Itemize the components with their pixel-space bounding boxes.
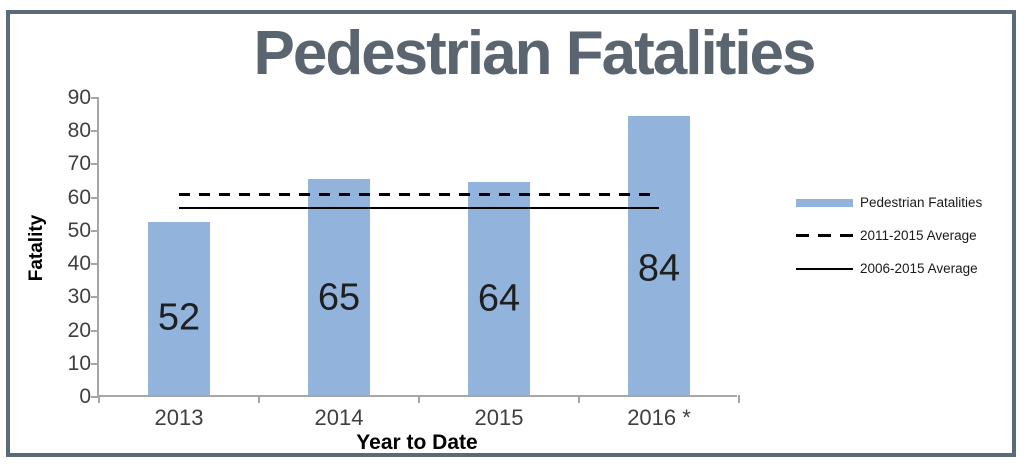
y-tick-label: 90 [67,86,91,109]
bar-value-label: 52 [157,296,201,339]
legend-label: Pedestrian Fatalities [860,195,983,210]
x-tick-mark [98,395,100,403]
y-tick-mark [91,229,99,232]
y-tick-mark [91,196,99,199]
bar-value-label: 64 [477,277,521,320]
x-tick-label: 2016 * [627,405,691,430]
x-axis-title: Year to Date [356,431,478,454]
chart-title: Pedestrian Fatalities [253,19,816,88]
legend-label: 2006-2015 Average [860,261,978,276]
solid-line-swatch-icon [796,267,853,270]
dashed-line-swatch-icon [796,234,853,237]
x-tick-mark [418,395,420,403]
solid-average-line [179,206,659,209]
y-tick-mark [91,130,99,133]
y-tick-label: 40 [67,252,91,276]
bar-2013 [148,222,210,395]
y-tick-label: 0 [79,385,91,408]
legend-label: 2011-2015 Average [860,228,977,243]
y-tick-mark [91,97,99,99]
bar-swatch-icon [796,198,853,207]
bar-value-label: 65 [317,276,361,319]
y-tick-label: 50 [67,218,91,242]
legend-item-2006-2015-average: 2006-2015 Average [796,252,1016,285]
plot-area: 0 10 20 30 40 50 60 70 80 90 52 2013 65 2014 64 2015 84 2… [68,86,740,430]
y-tick-label: 10 [67,351,91,375]
bar-value-label: 84 [637,247,681,290]
x-tick-label: 2014 [314,405,364,430]
dashed-average-line [179,192,659,196]
legend: Pedestrian Fatalities 2011-2015 Average … [796,186,1016,285]
legend-item-pedestrian-fatalities: Pedestrian Fatalities [796,186,1016,219]
y-tick-mark [91,296,99,299]
x-tick-mark [258,395,260,403]
y-tick-label: 20 [67,318,91,342]
y-tick-label: 60 [67,185,91,209]
bar-2015 [468,182,530,395]
y-tick-mark [91,263,99,266]
x-tick-label: 2015 [474,405,524,430]
y-tick-label: 70 [67,152,91,176]
y-tick-mark [91,362,99,365]
y-tick-mark [91,163,99,166]
y-tick-label: 80 [67,119,91,143]
y-tick-mark [91,396,99,398]
y-tick-label: 30 [67,285,91,309]
x-tick-label: 2013 [154,405,204,430]
y-axis-title: Fatality [26,214,47,282]
x-tick-mark [578,395,580,403]
legend-item-2011-2015-average: 2011-2015 Average [796,219,1016,252]
bar-2014 [308,179,370,395]
y-tick-mark [91,329,99,332]
bar-2016 [628,115,690,395]
x-tick-mark [738,395,740,403]
